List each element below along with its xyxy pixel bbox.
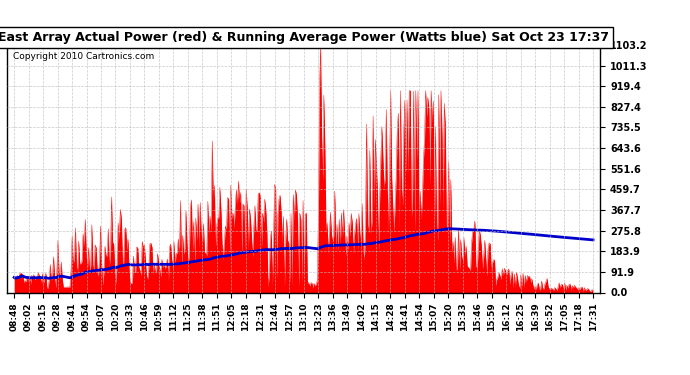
Title: East Array Actual Power (red) & Running Average Power (Watts blue) Sat Oct 23 17: East Array Actual Power (red) & Running … — [0, 31, 609, 44]
Text: Copyright 2010 Cartronics.com: Copyright 2010 Cartronics.com — [13, 53, 154, 62]
